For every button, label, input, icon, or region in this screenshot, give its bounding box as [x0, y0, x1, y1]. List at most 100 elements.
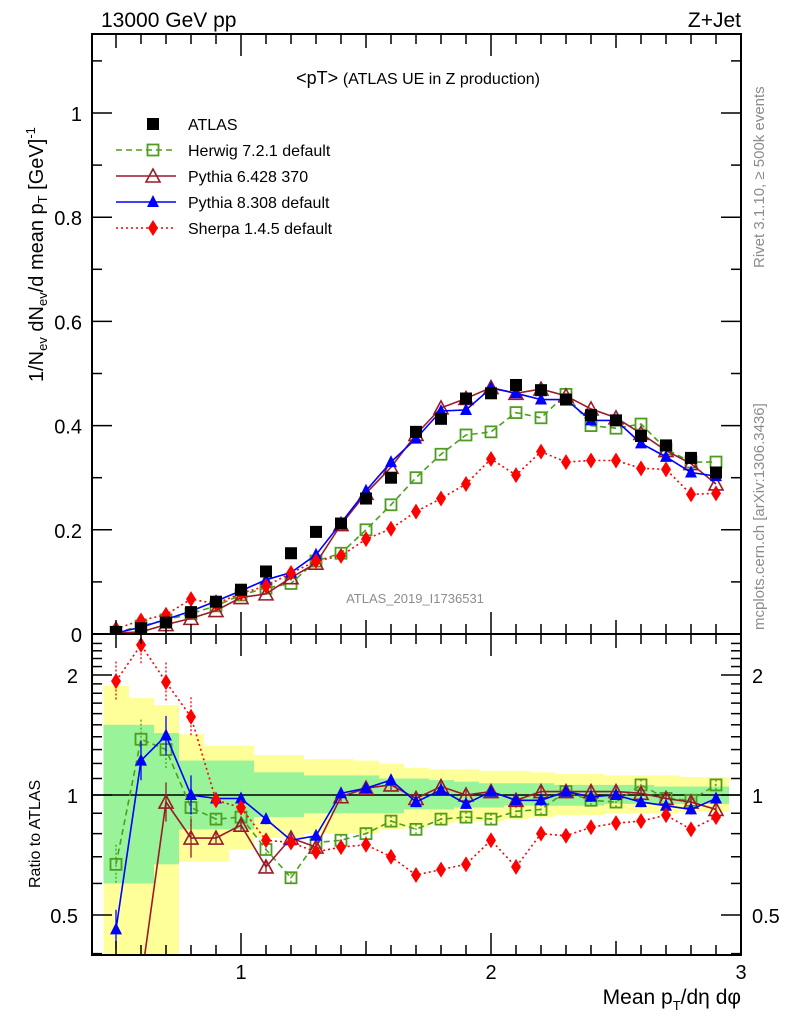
legend: ATLAS Herwig 7.2.1 default Pythia 6.428 37…: [116, 117, 333, 238]
data-point: [634, 417, 648, 431]
data-point: [335, 786, 347, 799]
data-point: [686, 821, 696, 838]
data-point: [434, 447, 448, 461]
data-point: [160, 728, 172, 741]
x-axis-label: Mean pT/dη dφ: [603, 986, 741, 1013]
ratio-y-tick-label-left: 2: [67, 666, 78, 688]
main-plot-title-prefix: <pT>: [296, 68, 338, 88]
data-point: [109, 857, 123, 871]
y-tick-label: 0.2: [54, 521, 82, 543]
y-tick-label: 1: [71, 104, 82, 126]
data-point: [311, 553, 321, 570]
data-point: [186, 708, 196, 725]
data-point: [209, 812, 223, 826]
data-point: [436, 490, 446, 507]
data-point: [436, 861, 446, 878]
data-point: [211, 792, 221, 809]
data-point: [710, 466, 722, 479]
data-point: [485, 387, 497, 400]
data-point: [385, 471, 397, 484]
data-point: [135, 753, 147, 766]
data-point: [260, 565, 272, 578]
legend-marker: [144, 167, 162, 183]
data-point: [484, 812, 498, 826]
data-point: [711, 809, 721, 826]
data-point: [586, 819, 596, 836]
data-point: [232, 588, 250, 605]
data-point: [186, 591, 196, 608]
data-point: [560, 393, 572, 406]
data-point: [361, 836, 371, 853]
data-point: [685, 451, 697, 464]
data-point: [709, 455, 723, 469]
data-point: [534, 411, 548, 425]
y-tick-label: 0.4: [54, 417, 82, 439]
data-point: [111, 673, 121, 690]
data-point: [434, 812, 448, 826]
data-point: [610, 788, 622, 800]
data-point: [710, 791, 722, 804]
data-point: [235, 791, 247, 804]
data-point: [411, 866, 421, 883]
data-point: [207, 601, 225, 618]
header-left-label: 13000 GeV pp: [101, 9, 236, 32]
data-point: [409, 471, 423, 485]
data-point: [561, 827, 571, 844]
data-point: [486, 832, 496, 849]
data-point: [310, 525, 322, 538]
data-point: [511, 858, 521, 875]
data-point: [409, 822, 423, 836]
legend-entry: ATLAS: [147, 117, 238, 134]
x-tick-label: 2: [485, 962, 496, 984]
data-point: [435, 412, 447, 425]
data-point: [536, 825, 546, 842]
legend-label: Herwig 7.2.1 default: [188, 143, 331, 160]
data-point: [660, 439, 672, 452]
data-point: [236, 799, 246, 816]
data-point: [284, 871, 298, 885]
main-y-axis-label: 1/Nev dNev/d mean pT [GeV]-1: [23, 127, 50, 382]
data-point: [660, 449, 672, 462]
data-point: [361, 531, 371, 548]
data-point: [410, 425, 422, 438]
data-point: [207, 829, 225, 845]
data-point: [260, 812, 272, 825]
data-point: [185, 606, 197, 619]
analysis-watermark: ATLAS_2019_I1736531: [346, 591, 484, 606]
data-point: [235, 583, 247, 596]
data-point: [336, 547, 346, 564]
data-point: [585, 409, 597, 422]
legend-marker: [147, 118, 159, 130]
data-point: [160, 616, 172, 629]
legend-label: ATLAS: [188, 117, 238, 134]
main-plot-title-suffix: (ATLAS UE in Z production): [343, 71, 540, 88]
data-point: [482, 782, 500, 799]
legend-entry: Pythia 8.308 default: [116, 195, 330, 212]
data-point: [510, 793, 522, 806]
data-point: [384, 814, 398, 828]
ratio-plot-axes: 0.5 0.5 1 1 2 2 1 2 3: [50, 633, 780, 984]
legend-entry: Pythia 6.428 370: [116, 167, 308, 186]
data-point: [485, 784, 497, 797]
data-point: [286, 565, 296, 582]
legend-marker: [148, 220, 158, 236]
data-point: [335, 517, 347, 530]
data-point: [110, 922, 122, 935]
y-tick-label: 0.8: [54, 208, 82, 230]
data-point: [460, 392, 472, 405]
data-point: [510, 386, 522, 399]
data-point: [261, 832, 271, 849]
data-point: [311, 843, 321, 860]
ratio-y-tick-label-left: 0.5: [50, 906, 78, 928]
data-point: [161, 674, 171, 691]
data-point: [610, 414, 622, 427]
legend-entry: Sherpa 1.4.5 default: [116, 220, 333, 238]
ratio-uncertainty-bands: [103, 685, 729, 955]
data-point: [285, 547, 297, 560]
data-point: [109, 991, 123, 1004]
y-tick-label: 0: [71, 625, 82, 647]
data-point: [232, 816, 250, 832]
data-point: [461, 856, 471, 873]
rivet-label: Rivet 3.1.10, ≥ 500k events: [751, 86, 768, 268]
data-point: [185, 788, 197, 800]
